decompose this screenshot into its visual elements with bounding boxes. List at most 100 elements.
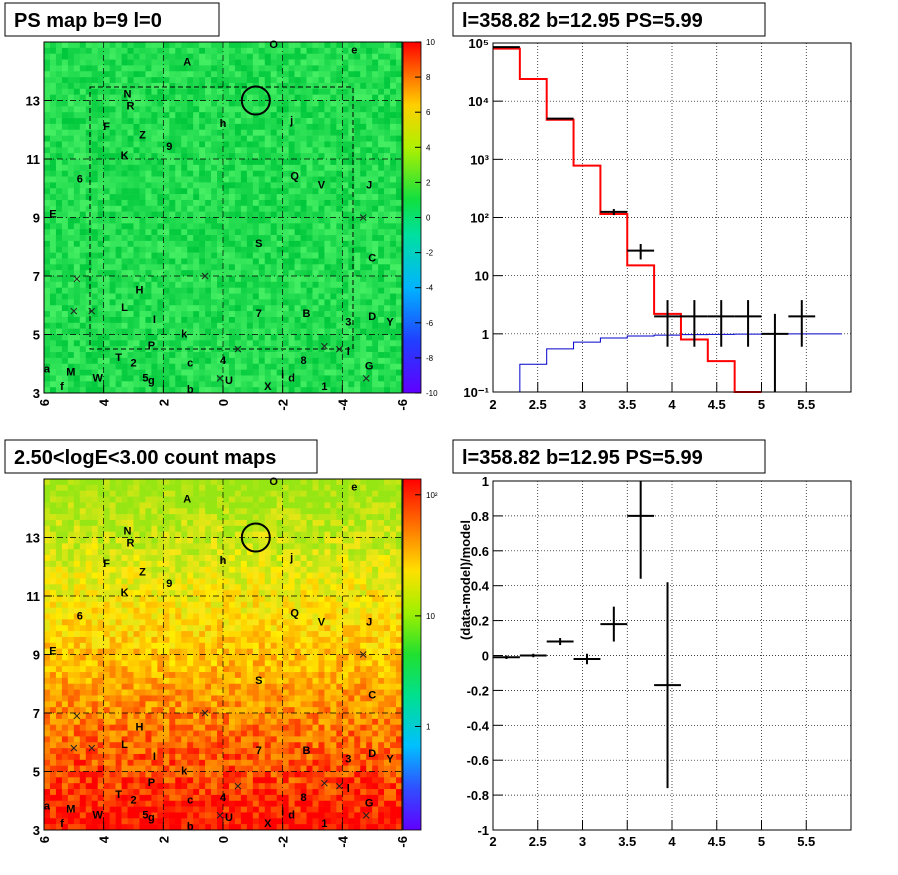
- ps-map-cell: [103, 264, 110, 271]
- cnt-map-cell: [151, 590, 158, 597]
- ps-map-cell: [228, 199, 236, 207]
- cnt-map-cell: [73, 578, 81, 585]
- cnt-map-cell: [264, 479, 272, 486]
- ps-map-cell: [246, 316, 254, 324]
- ps-map-cell: [205, 322, 212, 329]
- ps-map-cell: [133, 357, 140, 365]
- cnt-map-cell: [252, 560, 260, 568]
- ps-map-cell: [294, 293, 301, 300]
- ps-map-cell: [85, 287, 93, 294]
- ps-map-cell: [240, 276, 248, 283]
- ps-map-cell: [79, 357, 87, 365]
- ps-map-cell: [181, 188, 188, 195]
- ps-map-cell: [157, 346, 164, 353]
- ps-map-cell: [44, 77, 51, 84]
- ps-map-cell: [217, 94, 224, 101]
- ps-map-cell: [318, 141, 325, 148]
- ps-map-cell: [97, 316, 104, 324]
- ps-map-cell: [181, 352, 188, 359]
- cnt-map-cell: [157, 578, 164, 585]
- ps-map-cell: [211, 369, 218, 376]
- ps-map-cell: [270, 94, 277, 101]
- ps-map-cell: [390, 387, 397, 394]
- ps-map-source-label: 6: [77, 173, 83, 185]
- ps-map-cell: [318, 47, 325, 54]
- cnt-map-cell: [61, 537, 69, 544]
- ps-map-cell: [223, 106, 230, 113]
- ps-map-cell: [258, 194, 266, 201]
- ps-map-cell: [97, 352, 104, 359]
- ps-map-cell: [223, 287, 230, 294]
- ps-map-cell: [354, 164, 361, 171]
- ps-map-cell: [252, 246, 260, 253]
- cnt-map-cell: [312, 566, 319, 573]
- ps-map-cell: [348, 112, 355, 119]
- ps-map-cell: [282, 328, 289, 335]
- ps-map-cell: [336, 118, 343, 125]
- ps-map-cell: [240, 71, 248, 78]
- ps-map-cell: [330, 141, 337, 148]
- ps-map-cell: [217, 276, 224, 283]
- ps-map-cell: [360, 381, 367, 388]
- cnt-map-cell: [264, 514, 272, 521]
- cnt-map-cell: [139, 496, 146, 503]
- ps-map-cell: [151, 258, 158, 265]
- ps-map-cell: [217, 77, 224, 84]
- cnt-map-cell: [109, 531, 116, 538]
- ps-map-cell: [217, 65, 224, 72]
- cnt-map-cell: [288, 578, 295, 585]
- ps-map-cell: [276, 65, 283, 72]
- cnt-map-cell: [55, 496, 63, 503]
- cnt-map-cell: [163, 549, 170, 556]
- ps-map-cell: [44, 305, 51, 312]
- cnt-map-cell: [276, 514, 283, 521]
- ps-map-cell: [318, 276, 325, 283]
- cnt-map-cell: [270, 578, 277, 585]
- ps-map-cell: [288, 147, 295, 154]
- ps-map-cell: [103, 258, 110, 265]
- cnt-map-cell: [282, 578, 289, 585]
- ps-map-cell: [306, 106, 313, 113]
- ps-map-cell: [270, 194, 277, 201]
- ps-map-cell: [294, 357, 301, 365]
- ps-map-cell: [324, 276, 331, 283]
- ps-map-cell: [181, 123, 188, 131]
- ps-map-cell: [157, 147, 164, 154]
- ps-map-cell: [163, 205, 170, 212]
- ps-map-cell: [270, 53, 277, 60]
- cnt-map-cell: [234, 590, 242, 597]
- ps-map-cell: [330, 106, 337, 113]
- cnt-map-cell: [306, 566, 313, 573]
- ps-map-cell: [234, 88, 242, 95]
- ps-map-cell: [300, 217, 307, 224]
- ps-map-cell: [360, 106, 367, 113]
- ps-map-cell: [157, 135, 164, 142]
- ps-map-cell: [318, 153, 325, 160]
- ps-map-cell: [223, 53, 230, 60]
- cnt-map-cell: [187, 555, 194, 562]
- ps-map-cell: [163, 159, 170, 166]
- ps-map-cell: [157, 375, 164, 382]
- ps-map-cell: [342, 293, 349, 300]
- ps-map-cell: [79, 276, 87, 283]
- ps-map-cell: [67, 47, 75, 54]
- ps-map-cell: [324, 77, 331, 84]
- cnt-map-cell: [151, 508, 158, 515]
- ps-map-cell: [139, 352, 146, 359]
- ps-map-cell: [342, 71, 349, 78]
- ps-map-cell: [61, 258, 69, 265]
- cnt-map-cell: [169, 560, 176, 568]
- cnt-map-cell: [246, 549, 254, 556]
- cnt-map-cell: [342, 490, 349, 497]
- ps-map-cell: [372, 305, 379, 312]
- ps-map-cell: [49, 176, 57, 183]
- ps-map-cell: [348, 182, 355, 189]
- ps-map-cell: [157, 240, 164, 248]
- ps-map-cell: [67, 164, 75, 171]
- ps-map-cell: [282, 123, 289, 131]
- cnt-map-cell: [211, 496, 218, 503]
- ps-map-cell: [217, 357, 224, 365]
- ps-map-cell: [181, 357, 188, 365]
- ps-map-cell: [169, 182, 176, 189]
- cnt-map-cell: [390, 572, 397, 579]
